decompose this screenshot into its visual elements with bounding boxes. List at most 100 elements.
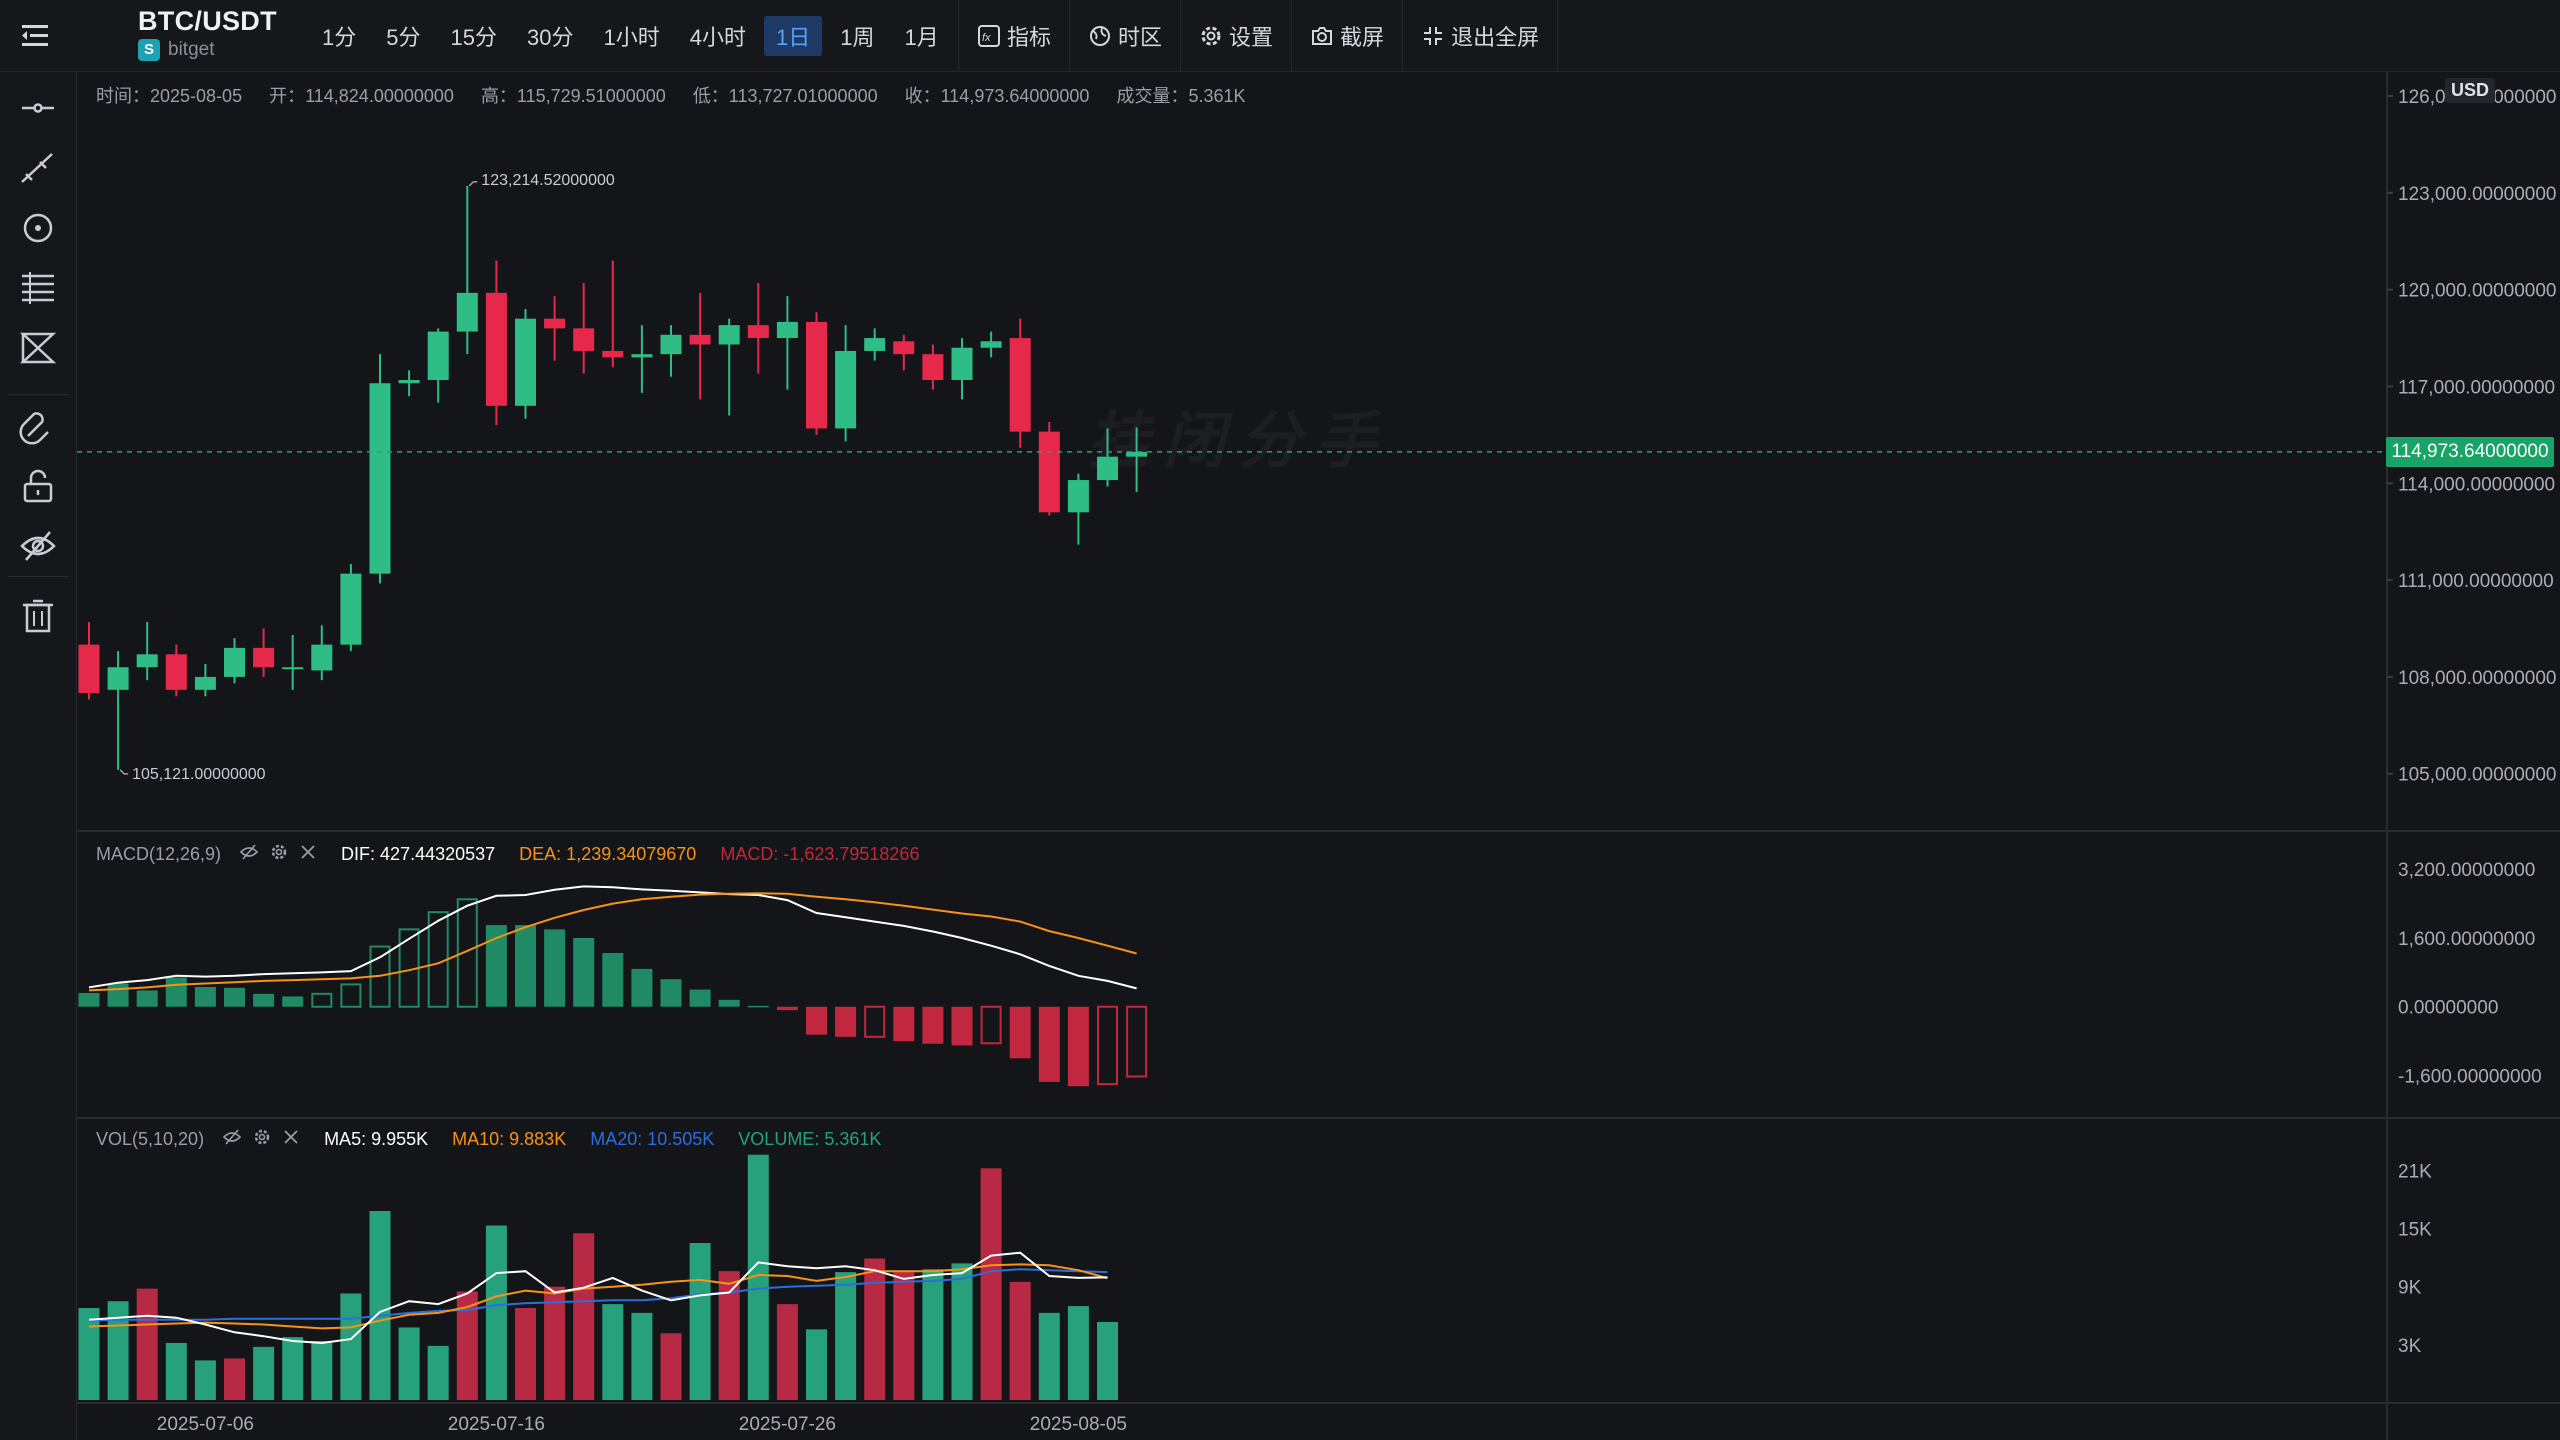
- macd-bar: [980, 1005, 1002, 1045]
- interval-7[interactable]: 1周: [840, 25, 875, 50]
- candle-body: [602, 350, 624, 358]
- interval-4[interactable]: 1小时: [603, 25, 660, 50]
- candle: [224, 638, 245, 684]
- globe-icon: [1088, 24, 1118, 48]
- candle: [776, 296, 798, 390]
- gear-icon[interactable]: [252, 1127, 272, 1152]
- date-axis-label: 2025-07-16: [448, 1414, 545, 1435]
- interval-0[interactable]: 1分: [322, 25, 357, 50]
- candle: [398, 370, 420, 397]
- currency-badge[interactable]: USD: [2445, 78, 2496, 103]
- menu-icon[interactable]: [18, 18, 58, 54]
- close-icon[interactable]: [299, 843, 317, 866]
- chart-area[interactable]: 126,000.00000000123,000.00000000120,000.…: [77, 72, 2560, 1440]
- close-icon[interactable]: [282, 1128, 300, 1151]
- volume-bar: [282, 1337, 304, 1400]
- candle: [602, 260, 624, 368]
- volume-bar: [660, 1333, 682, 1400]
- macd-tick-label: 1,600.00000000: [2398, 929, 2535, 950]
- candle: [456, 185, 478, 355]
- horizontal-line-icon[interactable]: [18, 88, 58, 128]
- candle-body: [369, 383, 391, 574]
- tool-camera-button[interactable]: 截屏: [1291, 0, 1402, 71]
- volume-bar: [1097, 1321, 1118, 1400]
- volume-bar: [544, 1286, 566, 1400]
- macd-bar: [864, 1005, 886, 1038]
- tool-label: 退出全屏: [1451, 24, 1540, 50]
- watermark-text: 挂闭分手: [1087, 407, 1391, 476]
- pattern-icon[interactable]: [18, 328, 58, 368]
- candle-body: [253, 647, 275, 668]
- volume-tick-label: 9K: [2398, 1278, 2422, 1299]
- tool-exit-fullscreen-button[interactable]: 退出全屏: [1402, 0, 1559, 71]
- macd-bar: [1097, 1005, 1118, 1086]
- hide-icon[interactable]: [239, 842, 259, 867]
- candle: [340, 563, 362, 652]
- price-tick-label: 123,000.00000000: [2398, 184, 2557, 205]
- dea-line: [88, 892, 1137, 992]
- volume-bar: [485, 1225, 507, 1400]
- candle: [544, 296, 566, 361]
- ohlc-time: 时间：2025-08-05: [96, 86, 243, 106]
- interval-2[interactable]: 15分: [450, 25, 497, 50]
- candle-body: [427, 331, 449, 380]
- drawing-toolbar: [0, 72, 77, 1440]
- volume-tick-label: 15K: [2398, 1219, 2432, 1240]
- lock-icon[interactable]: [18, 466, 58, 506]
- candle-body: [747, 325, 769, 339]
- candle: [1009, 318, 1031, 448]
- volume-bar: [1067, 1306, 1089, 1400]
- tool-label: 指标: [1007, 24, 1052, 50]
- macd-bar: [136, 990, 158, 1007]
- volume-bar: [747, 1154, 769, 1400]
- macd-bar: [922, 1006, 944, 1044]
- tool-indicator-button[interactable]: fx 指标: [958, 0, 1069, 71]
- volume-bar: [922, 1269, 944, 1400]
- candle: [282, 634, 304, 690]
- ma10-value: MA10: 9.883K: [452, 1129, 567, 1149]
- macd-tick-label: 3,200.00000000: [2398, 860, 2535, 881]
- volume-bar: [835, 1272, 857, 1400]
- interval-8[interactable]: 1月: [904, 25, 939, 50]
- gear-icon[interactable]: [269, 842, 289, 867]
- interval-selector: 1分 5分 15分 30分 1小时 4小时 1日 1周 1月: [310, 16, 957, 56]
- candle: [893, 334, 915, 371]
- trend-line-icon[interactable]: [18, 148, 58, 188]
- interval-6[interactable]: 1日: [763, 16, 823, 56]
- exchange-label: bitget: [168, 39, 215, 60]
- ma20-value: MA20: 10.505K: [590, 1129, 715, 1149]
- macd-bar: [718, 999, 740, 1007]
- candle: [253, 628, 275, 677]
- price-tick-label: 120,000.00000000: [2398, 281, 2557, 302]
- macd-bar: [282, 996, 304, 1007]
- candle-body: [224, 647, 245, 677]
- tool-label: 时区: [1118, 24, 1163, 50]
- trash-icon[interactable]: [18, 596, 58, 636]
- macd-bar: [893, 1006, 915, 1042]
- volume-bar: [165, 1342, 187, 1400]
- tool-globe-button[interactable]: 时区: [1069, 0, 1180, 71]
- ohlc-volume: 成交量：5.361K: [1116, 86, 1246, 106]
- interval-3[interactable]: 30分: [526, 25, 574, 50]
- circle-dot-icon[interactable]: [18, 208, 58, 248]
- candle-body: [340, 573, 362, 645]
- symbol-info[interactable]: BTC/USDT S bitget: [138, 6, 277, 61]
- interval-1[interactable]: 5分: [386, 25, 421, 50]
- price-chart[interactable]: 126,000.00000000123,000.00000000120,000.…: [77, 72, 2560, 1440]
- volume-bar: [456, 1291, 478, 1400]
- volume-bar: [253, 1346, 275, 1400]
- magnet-icon[interactable]: [18, 406, 58, 446]
- macd-bar: [194, 986, 216, 1007]
- interval-5[interactable]: 4小时: [689, 25, 746, 50]
- volume-bar: [806, 1329, 827, 1400]
- macd-value: MACD: -1,623.79518266: [720, 844, 920, 864]
- ma5-value: MA5: 9.955K: [324, 1129, 429, 1149]
- macd-bar: [515, 925, 536, 1007]
- tool-gear-button[interactable]: 设置: [1180, 0, 1291, 71]
- fib-lines-icon[interactable]: [18, 268, 58, 308]
- eye-off-icon[interactable]: [18, 526, 58, 566]
- hide-icon[interactable]: [222, 1127, 242, 1152]
- candle: [660, 325, 682, 377]
- candle-body: [660, 334, 682, 355]
- macd-bar: [660, 979, 682, 1007]
